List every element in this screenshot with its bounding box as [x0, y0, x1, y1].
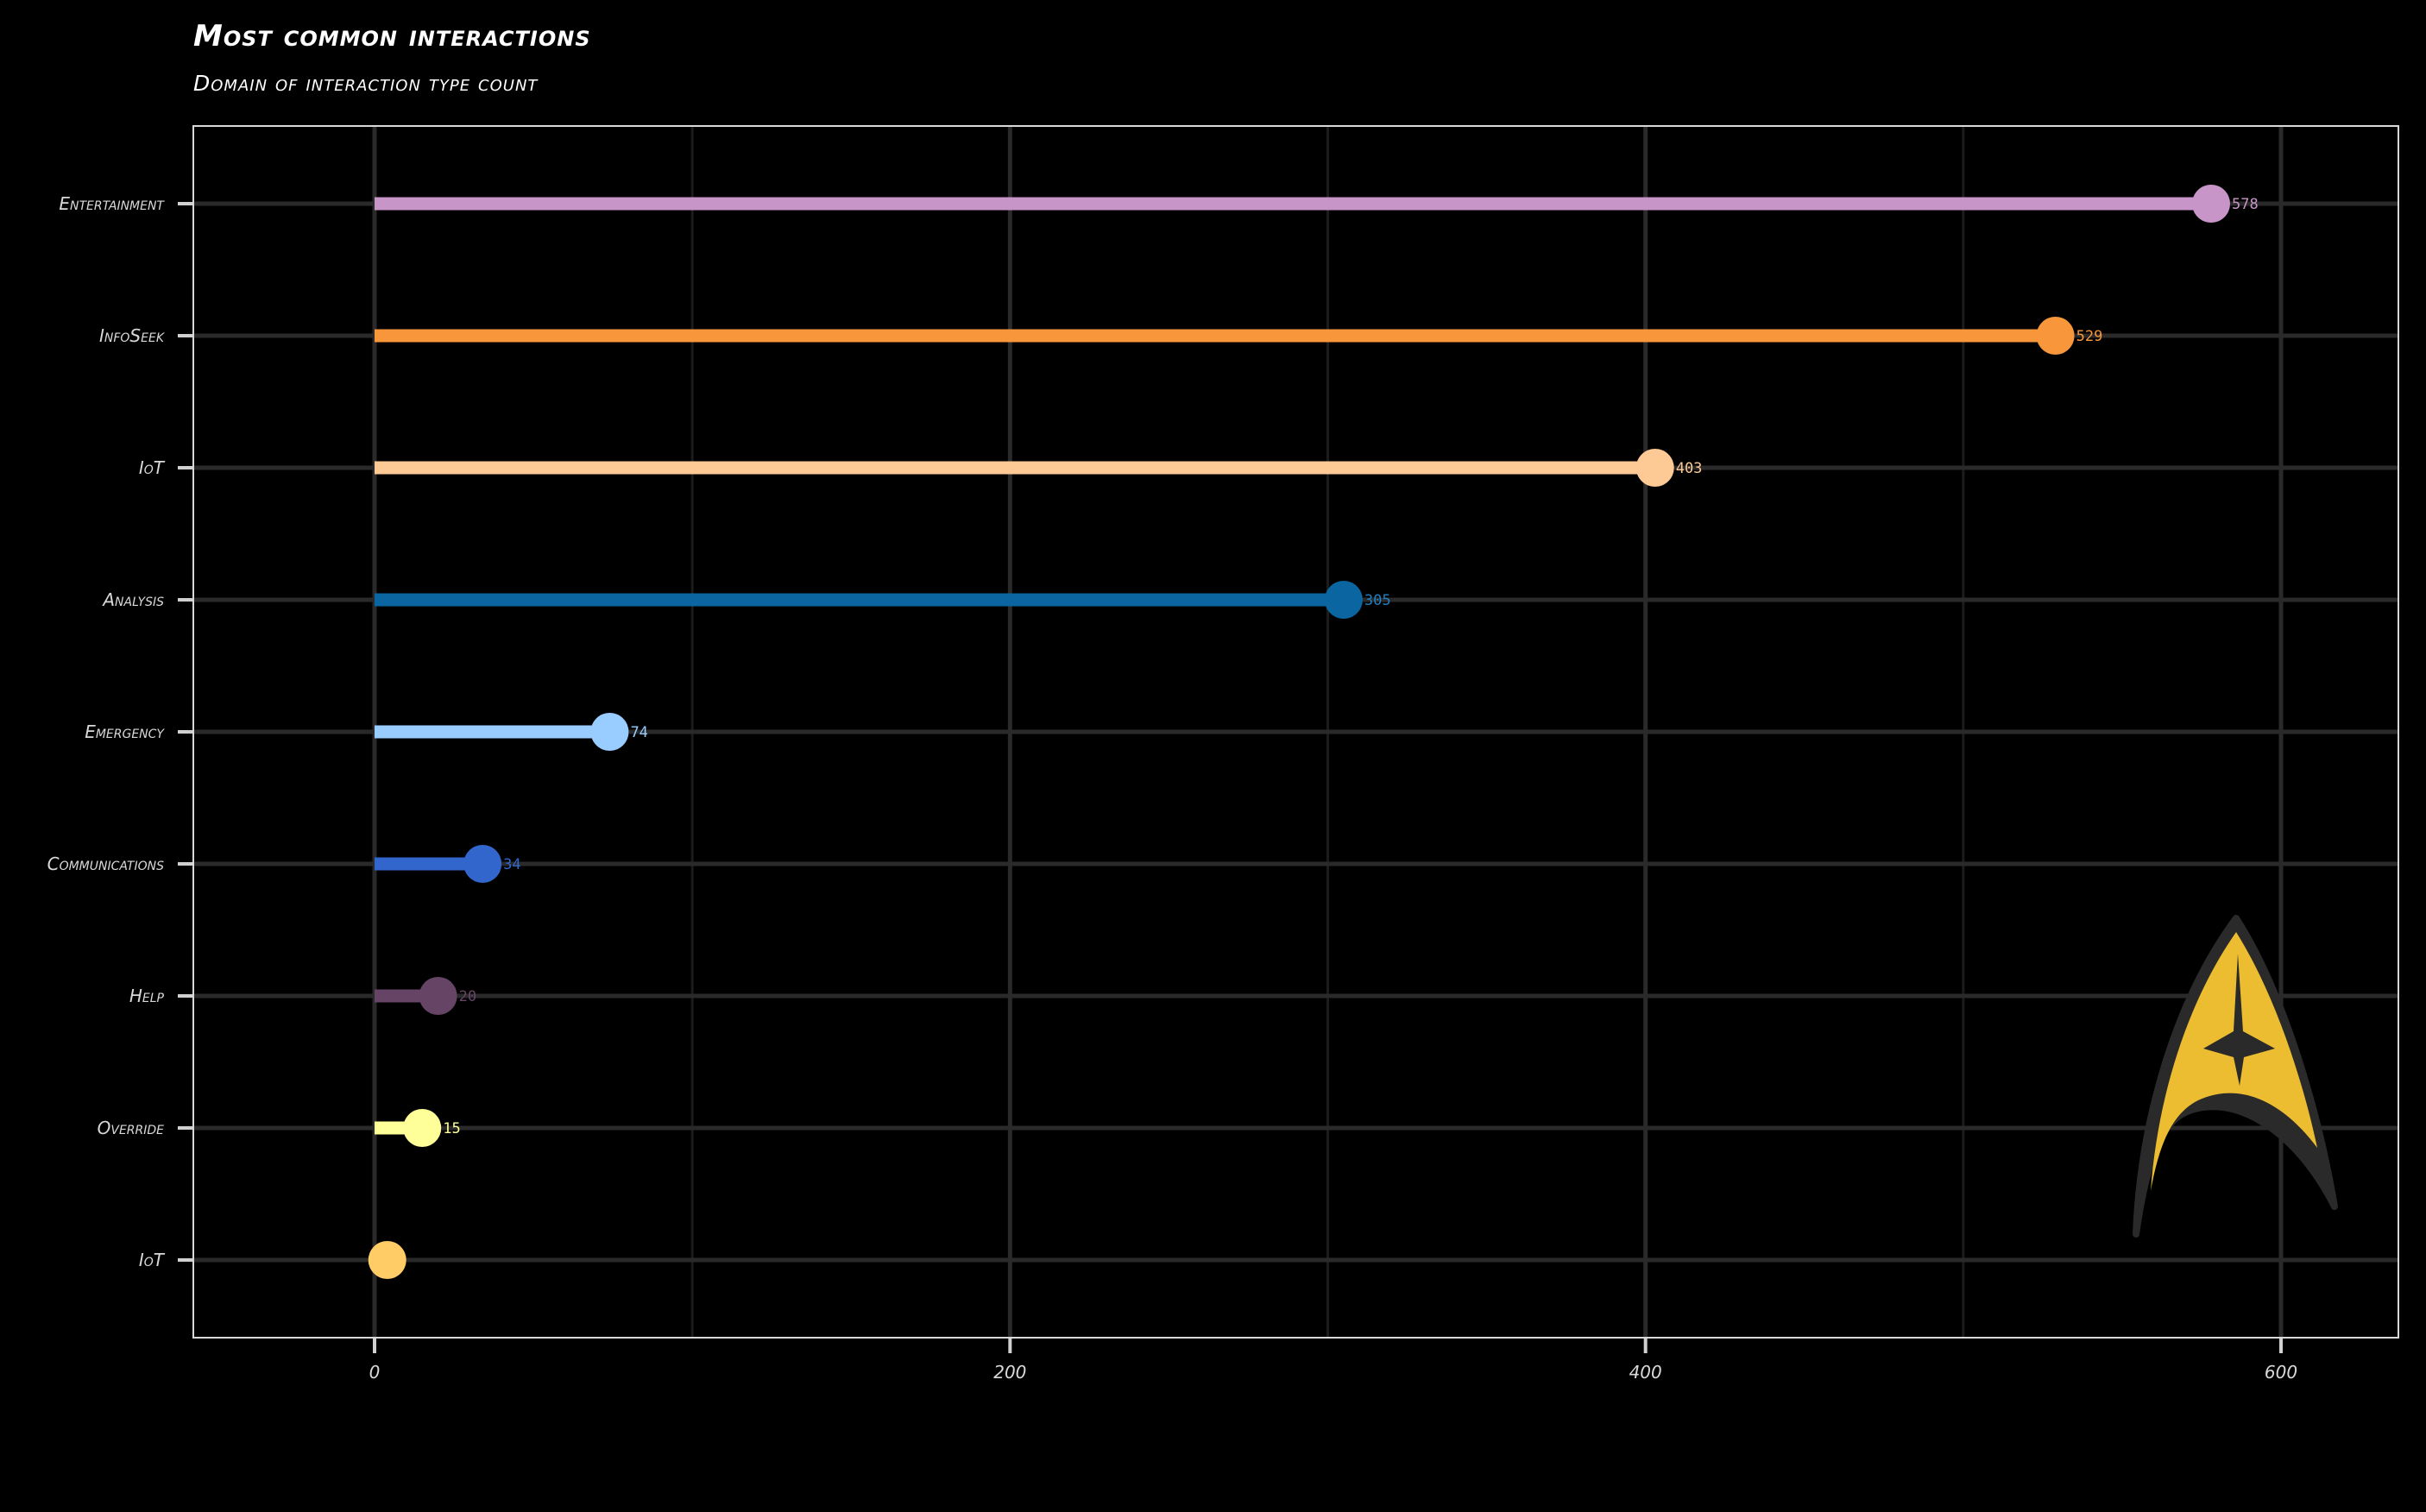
x-tick-label: 0 [369, 1362, 381, 1383]
y-tick-label: Analysis [101, 589, 164, 610]
chart-subtitle: Domain of interaction type count [193, 71, 539, 96]
value-label: 34 [503, 856, 520, 873]
y-tick-label: InfoSeek [99, 325, 166, 346]
x-tick-label: 400 [1629, 1362, 1662, 1383]
chart-title: Most common interactions [193, 19, 591, 54]
lollipop-point [590, 713, 629, 751]
y-tick-label: Entertainment [59, 193, 165, 214]
y-tick-label: IoT [139, 457, 166, 478]
chart-marks: 578 529 403 305 74 34 20 15 [368, 185, 2259, 1279]
lollipop-point [419, 977, 457, 1015]
lollipop-point [463, 845, 502, 883]
lollipop-point [2192, 185, 2231, 223]
starfleet-delta-icon [2133, 915, 2338, 1238]
lollipop-point [2036, 317, 2075, 355]
y-tick-label: Communications [47, 854, 164, 874]
y-tick-label: Emergency [85, 721, 165, 742]
plot-panel-border [192, 125, 2399, 1339]
lollipop-point [403, 1109, 442, 1147]
value-label: 305 [1364, 592, 1391, 609]
x-tick-label: 600 [2265, 1362, 2297, 1383]
value-label: 74 [630, 724, 647, 741]
value-label: 15 [443, 1120, 460, 1137]
lollipop-point [1635, 449, 1674, 487]
value-label: 529 [2076, 328, 2103, 345]
value-label: 403 [1676, 460, 1703, 477]
axes: Entertainment InfoSeek IoT Analysis Emergenc… [47, 193, 2297, 1383]
x-tick-label: 200 [993, 1362, 1026, 1383]
lollipop-point [368, 1241, 406, 1279]
y-tick-label: IoT [139, 1250, 166, 1270]
lollipop-point [1324, 581, 1363, 619]
y-tick-label: Help [129, 986, 165, 1006]
value-label: 20 [459, 988, 476, 1005]
value-label: 578 [2232, 196, 2259, 213]
y-tick-label: Override [98, 1118, 165, 1138]
